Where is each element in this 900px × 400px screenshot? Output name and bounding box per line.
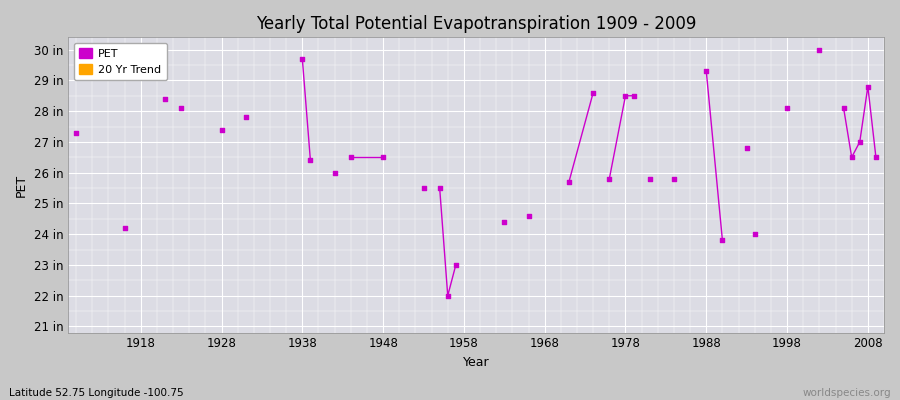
Point xyxy=(440,292,454,299)
Point xyxy=(69,130,84,136)
Point xyxy=(417,185,431,191)
Point xyxy=(699,68,714,74)
Point xyxy=(748,231,762,237)
Point xyxy=(497,219,511,225)
Point xyxy=(836,105,850,111)
Legend: PET, 20 Yr Trend: PET, 20 Yr Trend xyxy=(74,43,166,80)
Point xyxy=(812,46,826,53)
Point xyxy=(860,83,875,90)
Text: worldspecies.org: worldspecies.org xyxy=(803,388,891,398)
Point xyxy=(626,92,641,99)
Point xyxy=(433,185,447,191)
Point xyxy=(852,139,867,145)
Title: Yearly Total Potential Evapotranspiration 1909 - 2009: Yearly Total Potential Evapotranspiratio… xyxy=(256,15,697,33)
Point xyxy=(844,154,859,160)
Point xyxy=(328,170,342,176)
Point xyxy=(667,176,681,182)
Point xyxy=(780,105,795,111)
Point xyxy=(238,114,253,120)
Point xyxy=(868,154,883,160)
Point xyxy=(344,154,358,160)
X-axis label: Year: Year xyxy=(463,356,490,369)
Point xyxy=(586,90,600,96)
Point xyxy=(158,96,172,102)
Point xyxy=(602,176,616,182)
Text: Latitude 52.75 Longitude -100.75: Latitude 52.75 Longitude -100.75 xyxy=(9,388,184,398)
Point xyxy=(303,157,318,164)
Point xyxy=(716,237,730,244)
Point xyxy=(618,92,633,99)
Point xyxy=(521,212,535,219)
Point xyxy=(295,56,310,62)
Point xyxy=(562,179,576,185)
Point xyxy=(174,105,188,111)
Point xyxy=(740,145,754,151)
Point xyxy=(376,154,391,160)
Y-axis label: PET: PET xyxy=(15,173,28,196)
Point xyxy=(214,126,229,133)
Point xyxy=(117,225,131,231)
Point xyxy=(643,176,657,182)
Point xyxy=(448,262,463,268)
